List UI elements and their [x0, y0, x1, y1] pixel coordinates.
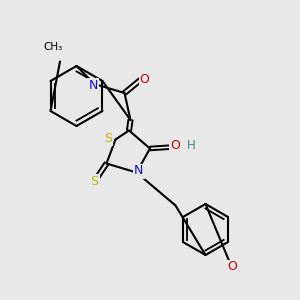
- Text: O: O: [170, 139, 180, 152]
- Text: O: O: [227, 260, 237, 274]
- Text: N: N: [88, 79, 98, 92]
- Text: H: H: [187, 139, 196, 152]
- Text: N: N: [134, 164, 144, 178]
- Text: S: S: [104, 131, 112, 145]
- Text: O: O: [140, 73, 149, 86]
- Text: S: S: [91, 175, 98, 188]
- Text: CH₃: CH₃: [43, 41, 62, 52]
